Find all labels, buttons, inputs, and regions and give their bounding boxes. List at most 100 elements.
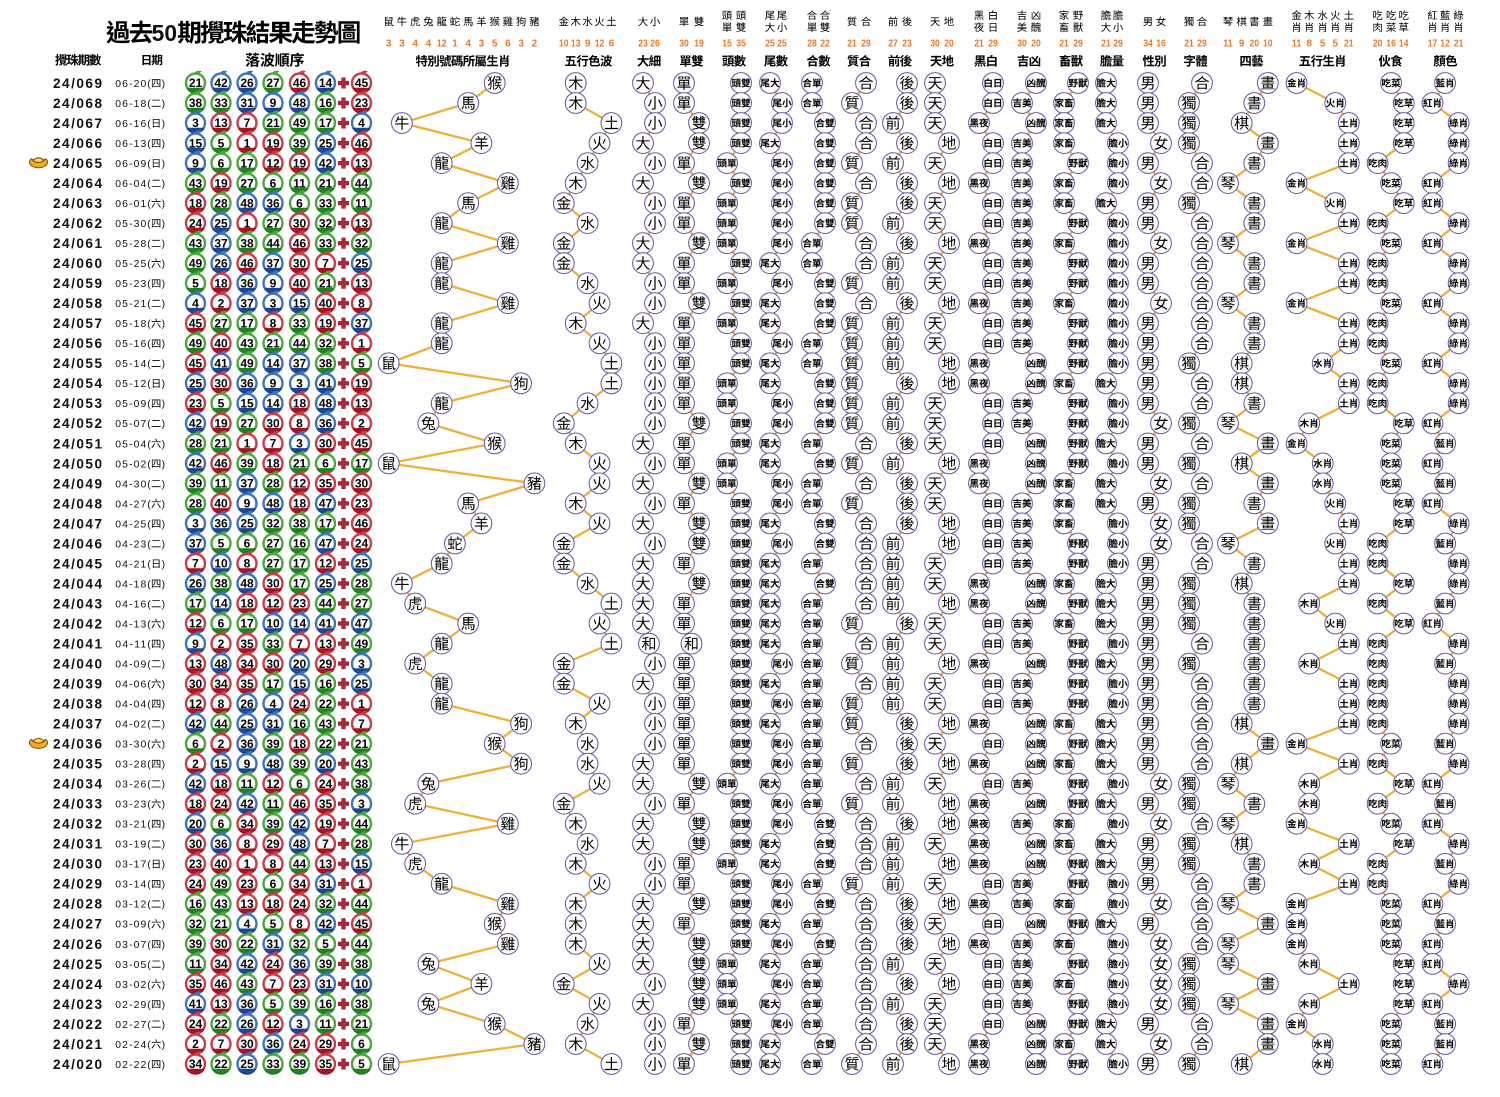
svg-text:32: 32 [189,917,203,931]
svg-text:43: 43 [214,897,228,911]
svg-text:18: 18 [214,276,228,290]
svg-text:29: 29 [1073,39,1083,50]
svg-text:48: 48 [266,757,280,771]
svg-text:24: 24 [293,1037,307,1051]
svg-text:46: 46 [240,256,254,270]
svg-text:3: 3 [296,437,303,451]
svg-text:39: 39 [293,1057,307,1071]
svg-text:21: 21 [266,337,280,351]
svg-text:23: 23 [355,497,369,511]
svg-text:(: ( [147,379,151,390]
svg-text:): ) [162,359,165,370]
svg-text:4: 4 [244,917,251,931]
svg-text:16: 16 [293,537,307,551]
svg-text:(: ( [147,79,151,90]
svg-text:35: 35 [319,797,333,811]
svg-text:13: 13 [355,156,369,170]
svg-text:11: 11 [355,196,368,210]
svg-text:): ) [162,760,165,771]
svg-text:20: 20 [189,817,203,831]
svg-text:28: 28 [266,477,280,491]
svg-text:4: 4 [358,116,365,130]
svg-text:04-23: 04-23 [115,539,146,550]
svg-text:33: 33 [266,1057,280,1071]
svg-text:6: 6 [218,817,225,831]
svg-text:14: 14 [1399,39,1409,50]
svg-text:37: 37 [240,296,254,310]
svg-text:30: 30 [266,417,280,431]
svg-text:24: 24 [293,897,307,911]
svg-text:24/056: 24/056 [53,336,102,351]
svg-text:): ) [162,339,165,350]
svg-text:(: ( [147,960,151,971]
svg-text:(: ( [147,840,151,851]
svg-text:30: 30 [679,39,689,50]
svg-text:03-05: 03-05 [115,960,146,971]
svg-text:18: 18 [189,196,203,210]
svg-text:46: 46 [214,977,228,991]
svg-text:35: 35 [319,477,333,491]
svg-text:04-25: 04-25 [115,519,146,530]
svg-text:16: 16 [319,997,333,1011]
svg-text:05-14: 05-14 [115,359,146,370]
svg-text:17: 17 [355,457,369,471]
svg-text:04-27: 04-27 [115,499,146,510]
svg-text:34: 34 [214,677,228,691]
svg-text:48: 48 [266,497,280,511]
svg-text:(: ( [147,459,151,470]
svg-text:(: ( [147,359,151,370]
svg-text:12: 12 [595,39,605,50]
svg-text:7: 7 [358,717,365,731]
svg-text:24: 24 [293,697,307,711]
svg-text:25: 25 [777,39,787,50]
svg-text:41: 41 [319,617,333,631]
svg-text:48: 48 [240,577,254,591]
svg-text:(: ( [147,920,151,931]
svg-text:27: 27 [240,417,254,431]
svg-text:43: 43 [240,977,254,991]
svg-text:34: 34 [214,957,228,971]
svg-text:39: 39 [189,477,203,491]
svg-text:24/045: 24/045 [53,556,102,571]
svg-text:47: 47 [319,537,333,551]
svg-text:03-17: 03-17 [115,860,146,871]
svg-text:30: 30 [266,577,280,591]
svg-text:3: 3 [358,657,365,671]
svg-text:(: ( [147,720,151,731]
svg-text:24: 24 [189,877,203,891]
svg-text:): ) [162,680,165,691]
svg-text:38: 38 [355,777,369,791]
svg-text:17: 17 [319,116,333,130]
svg-text:24/041: 24/041 [53,637,102,652]
svg-text:29: 29 [319,1037,333,1051]
svg-text:7: 7 [322,837,329,851]
svg-text:12: 12 [1440,39,1450,50]
svg-text:14: 14 [293,617,307,631]
svg-text:03-14: 03-14 [115,880,146,891]
svg-text:20: 20 [1250,39,1260,50]
svg-text:21: 21 [1101,39,1111,50]
svg-text:42: 42 [319,156,333,170]
svg-text:25: 25 [765,39,775,50]
svg-text:03-30: 03-30 [115,740,146,751]
svg-text:24/021: 24/021 [53,1037,102,1052]
svg-text:46: 46 [355,136,369,150]
svg-text:05-21: 05-21 [115,299,146,310]
svg-text:33: 33 [214,96,228,110]
svg-text:24/037: 24/037 [53,717,102,732]
svg-text:25: 25 [355,677,369,691]
svg-text:(: ( [147,599,151,610]
svg-text:): ) [162,780,165,791]
svg-text:8: 8 [1306,39,1312,50]
svg-text:13: 13 [240,897,254,911]
svg-text:37: 37 [355,316,369,330]
svg-text:8: 8 [358,296,365,310]
svg-text:05-07: 05-07 [115,419,146,430]
svg-text:7: 7 [322,256,329,270]
svg-text:1: 1 [452,39,458,50]
svg-text:06-16: 06-16 [115,119,146,130]
svg-text:24/030: 24/030 [53,857,102,872]
svg-text:17: 17 [293,557,307,571]
svg-text:1: 1 [244,437,251,451]
svg-text:25: 25 [214,216,228,230]
